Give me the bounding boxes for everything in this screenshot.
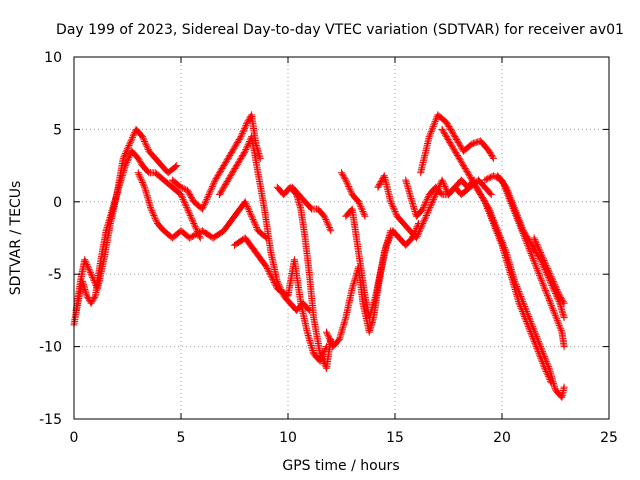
series-satellite-track-6 (231, 234, 330, 365)
y-axis-label: SDTVAR / TECUs (8, 181, 24, 296)
series-satellite-track-2 (72, 125, 181, 314)
series-satellite-track-16 (468, 176, 568, 401)
x-tick-label: 20 (493, 430, 511, 446)
data-point-markers (323, 227, 395, 351)
series-satellite-track-7 (273, 183, 335, 372)
plot-frame (73, 56, 610, 420)
data-point-markers (216, 133, 313, 314)
y-tick-label: -5 (48, 267, 62, 283)
chart-title: Day 199 of 2023, Sidereal Day-to-day VTE… (56, 22, 624, 38)
data-point-markers (288, 183, 335, 235)
x-tick-label: 5 (177, 430, 186, 446)
ticks-layer: 0 5 10 15 20 25 -15 -10 -5 0 5 10 (39, 50, 618, 446)
data-point-markers (273, 183, 335, 372)
x-tick-label: 15 (386, 430, 404, 446)
data-points-layer (70, 111, 568, 401)
data-point-markers (417, 111, 497, 177)
y-tick-label: 5 (53, 122, 62, 138)
series-satellite-track-14 (417, 111, 497, 177)
data-point-markers (72, 125, 181, 314)
y-tick-label: 0 (53, 195, 62, 211)
series-satellite-track-3 (134, 169, 271, 242)
x-tick-label: 10 (279, 430, 297, 446)
series-satellite-track-11 (338, 169, 369, 220)
data-point-markers (338, 169, 369, 220)
y-tick-label: -10 (39, 340, 62, 356)
x-tick-label: 25 (600, 430, 618, 446)
series-satellite-track-19 (530, 234, 568, 307)
series-satellite-track-10 (342, 205, 422, 322)
data-point-markers (342, 205, 422, 322)
y-tick-label: 10 (44, 50, 62, 66)
y-tick-label: -15 (39, 412, 62, 428)
series-satellite-track-13 (402, 176, 495, 220)
series-satellite-track-8 (288, 183, 335, 235)
data-point-markers (134, 169, 271, 242)
x-axis-label: GPS time / hours (282, 458, 399, 474)
data-point-markers (530, 234, 568, 307)
series-satellite-track-9 (323, 227, 395, 351)
data-point-markers (402, 176, 495, 220)
data-point-markers (231, 234, 330, 365)
x-tick-label: 0 (70, 430, 79, 446)
series-satellite-track-5 (216, 133, 313, 314)
series-satellite-track-18 (494, 172, 568, 322)
data-point-markers (494, 172, 568, 322)
data-point-markers (468, 176, 568, 401)
